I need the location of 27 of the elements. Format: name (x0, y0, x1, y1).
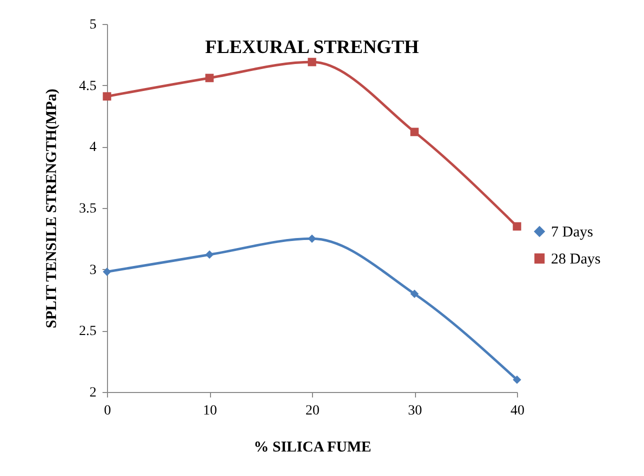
y-tick-label: 4 (90, 140, 96, 156)
x-tick-label: 20 (306, 404, 320, 418)
x-tick-label: 30 (408, 404, 422, 418)
y-axis-title: SPLIT TENSILE STRENGTH(MPa) (44, 88, 60, 328)
x-tick-label: 10 (203, 404, 217, 418)
y-tick-label: 4.5 (79, 78, 96, 94)
point (102, 92, 112, 101)
text: FLEXURAL STRENGTH (205, 37, 420, 58)
point (410, 128, 419, 136)
point (410, 290, 419, 298)
point (205, 74, 214, 82)
point (512, 222, 522, 231)
point (102, 268, 112, 276)
x-tick-label: 0 (104, 404, 111, 418)
point (205, 250, 214, 259)
y-tick-label: 2.5 (79, 324, 96, 340)
legend-label: 28 Days (551, 252, 601, 268)
point (308, 234, 316, 243)
point (512, 376, 522, 384)
y-tick-label: 5 (90, 18, 96, 32)
x-axis-title: % SILICA FUME (254, 440, 372, 456)
y-tick-label: 2 (90, 386, 96, 400)
point (308, 58, 316, 66)
legend-label: 7 Days (551, 224, 594, 240)
y-tick-label: 3.5 (79, 202, 96, 216)
x-tick-label: 40 (510, 404, 524, 418)
y-tick-label: 3 (90, 262, 96, 278)
